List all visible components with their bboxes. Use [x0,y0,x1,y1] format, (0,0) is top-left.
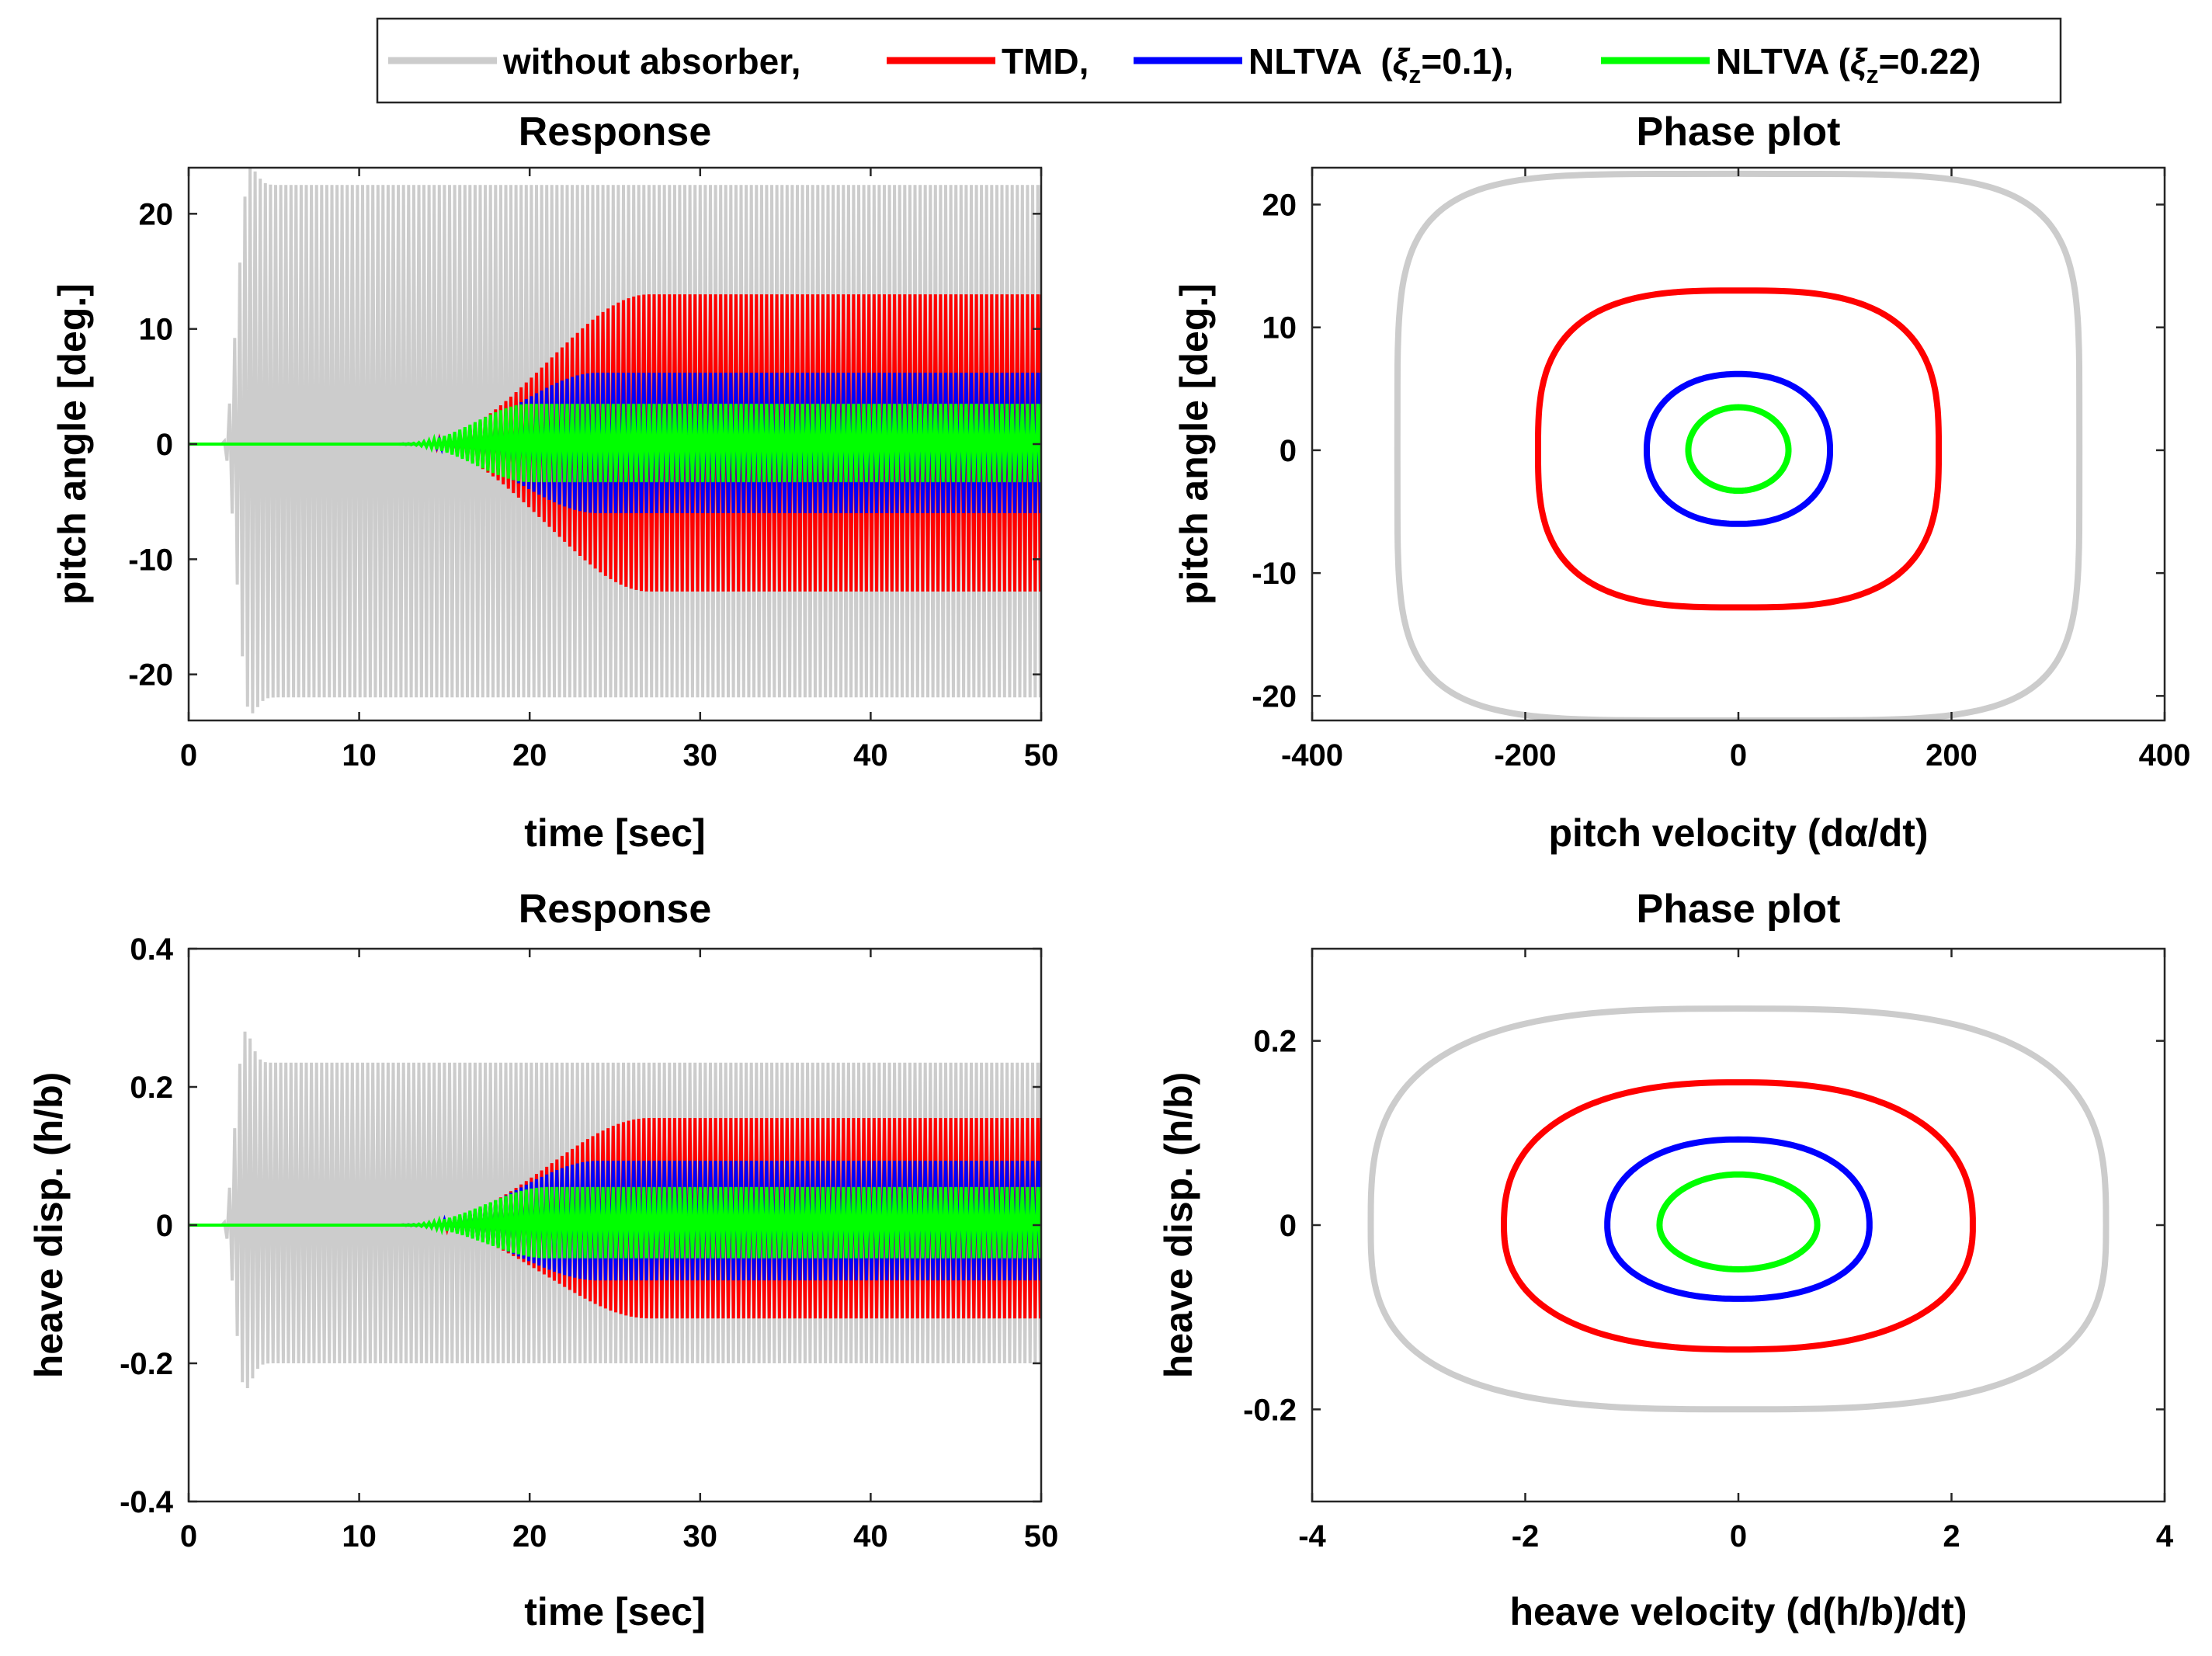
x-tick-label: 0 [1730,738,1747,772]
y-tick-label: 20 [139,197,174,231]
panel-title: Response [519,887,712,932]
legend-label-without-absorber: without absorber, [502,41,800,82]
series-without-absorber [1367,1005,2110,1413]
x-axis-label: pitch velocity (dα/dt) [1548,811,1928,855]
plot-area [1394,170,2083,720]
y-tick-label: 10 [139,313,174,347]
x-axis-label: heave velocity (d(h/b)/dt) [1510,1590,1967,1633]
x-tick-label: 0 [180,1519,197,1554]
x-tick-label: 20 [512,738,547,772]
series-tmd [1500,1079,1976,1353]
x-tick-label: 10 [342,738,377,772]
series-nltva-z-0-1 [1604,1136,1873,1302]
series-nltva-z-0-22 [1656,1171,1821,1273]
series-tmd [1535,287,1942,611]
panel-title: Phase plot [1637,109,1841,154]
y-axis-label: heave disp. (h/b) [1157,1072,1200,1379]
x-tick-label: 0 [1730,1519,1747,1554]
legend-nltva-01-sub: z [1408,61,1421,89]
legend-label-nltva-022: NLTVA (ξz=0.22) [1716,41,1981,89]
legend-nltva-022-value: =0.22) [1879,41,1981,82]
panel-title: Response [519,109,712,154]
series-nltva-z-0-22 [1685,404,1792,495]
series-nltva-z-0-1 [1644,370,1833,527]
series-nltva-z-0-22 [189,404,1041,483]
x-tick-label: -200 [1494,738,1556,772]
y-tick-label: 0 [1280,1209,1297,1243]
y-tick-label: 0 [1280,434,1297,468]
y-axis-label: pitch angle [deg.] [1172,283,1216,605]
panel-heave-phase: Phase plot heave velocity (d(h/b)/dt) he… [1157,887,2174,1633]
x-tick-label: 400 [2139,738,2191,772]
series-nltva-z-0-22 [189,1186,1041,1258]
panel-title: Phase plot [1637,887,1841,932]
panel-pitch-phase: Phase plot pitch velocity (dα/dt) pitch … [1172,109,2190,855]
y-tick-label: -10 [1252,557,1297,591]
legend-nltva-01-prefix: NLTVA ( [1248,41,1393,82]
y-tick-label: 0.2 [130,1071,173,1105]
plot-area [1367,1005,2110,1413]
y-tick-label: 0.4 [130,932,173,967]
x-tick-label: 40 [853,1519,888,1554]
y-tick-label: 0 [156,428,173,462]
x-tick-label: -400 [1281,738,1343,772]
x-tick-label: 50 [1024,738,1059,772]
x-tick-label: 20 [512,1519,547,1554]
x-tick-label: 50 [1024,1519,1059,1554]
plot-area [189,1031,1041,1389]
x-tick-label: 4 [2156,1519,2174,1554]
legend: without absorber, TMD, NLTVA (ξz=0.1), N… [376,17,2062,104]
x-tick-label: 200 [1926,738,1978,772]
legend-nltva-022-sub: z [1866,61,1879,89]
x-tick-label: -4 [1298,1519,1326,1554]
x-tick-label: -2 [1512,1519,1540,1554]
y-tick-label: 20 [1262,188,1297,222]
x-axis-label: time [sec] [524,1590,705,1633]
y-tick-label: -20 [128,658,173,693]
y-axis-label: heave disp. (h/b) [27,1072,71,1379]
legend-label-nltva-01: NLTVA (ξz=0.1), [1248,41,1513,89]
y-tick-label: 0.2 [1253,1025,1297,1059]
series-without-absorber [1394,170,2083,720]
plot-area [189,168,1041,713]
legend-label-tmd: TMD, [1002,41,1089,82]
x-tick-label: 10 [342,1519,377,1554]
y-tick-label: -20 [1252,679,1297,713]
x-tick-label: 30 [683,1519,718,1554]
x-tick-label: 30 [683,738,718,772]
legend-nltva-022-xi: ξ [1850,41,1868,82]
y-axis-label: pitch angle [deg.] [50,283,94,605]
y-tick-label: -0.2 [1243,1393,1297,1427]
x-tick-label: 0 [180,738,197,772]
x-axis-label: time [sec] [524,811,705,855]
y-tick-label: 10 [1262,311,1297,345]
y-tick-label: 0 [156,1209,173,1243]
x-tick-label: 2 [1943,1519,1960,1554]
x-tick-label: 40 [853,738,888,772]
y-tick-label: -0.2 [120,1347,173,1381]
panel-heave-response: Response time [sec] heave disp. (h/b) 0 1… [27,887,1058,1633]
y-tick-label: -0.4 [120,1485,174,1519]
legend-nltva-01-value: =0.1), [1421,41,1513,82]
legend-nltva-022-prefix: NLTVA ( [1716,41,1851,82]
legend-nltva-01-xi: ξ [1393,41,1411,82]
panel-pitch-response: Response time [sec] pitch angle [deg.] 0… [50,109,1058,855]
y-tick-label: -10 [128,543,173,577]
